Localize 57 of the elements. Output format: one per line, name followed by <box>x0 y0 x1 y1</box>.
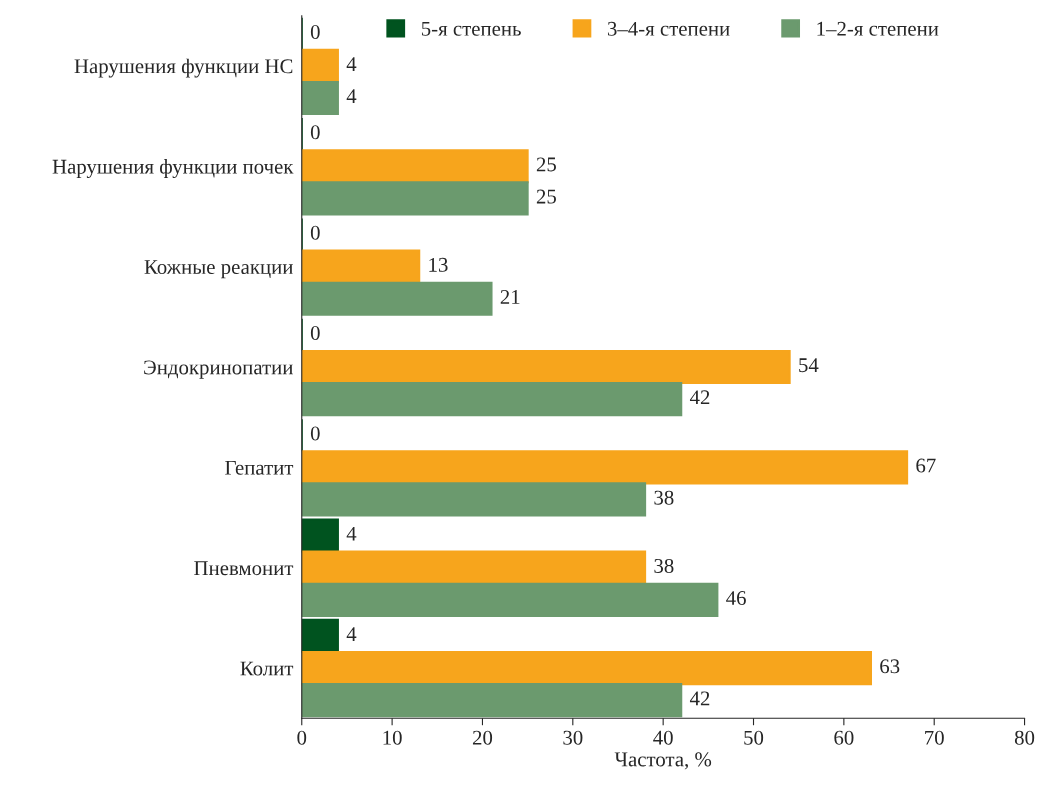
bar <box>301 518 339 553</box>
bar <box>301 80 339 116</box>
x-tick-label: 70 <box>925 730 944 745</box>
legend-label: 3–4-я степени <box>607 21 730 36</box>
bar <box>301 450 909 485</box>
x-tick-label: 80 <box>1014 730 1035 745</box>
data-label: 67 <box>916 458 936 473</box>
bar <box>301 349 791 385</box>
data-label: 54 <box>799 358 819 373</box>
data-label: 38 <box>654 558 674 573</box>
x-tick-label: 10 <box>383 730 402 745</box>
bar <box>301 48 339 83</box>
bar <box>301 382 683 417</box>
legend-label: 5-я степень <box>421 21 521 36</box>
data-label: 25 <box>536 189 556 204</box>
data-label: 4 <box>346 57 357 71</box>
x-tick-label: 40 <box>653 730 673 745</box>
bar <box>301 249 421 284</box>
legend-label: 1–2-я степени <box>817 21 939 36</box>
data-label: 21 <box>500 289 520 304</box>
y-tick-label: Кожные реакции <box>144 260 293 279</box>
data-label: 38 <box>654 490 674 505</box>
data-label: 0 <box>310 125 320 140</box>
x-tick-label: 60 <box>834 730 854 745</box>
x-axis-title: Частота, % <box>614 752 712 770</box>
bar <box>301 281 493 316</box>
data-label: 0 <box>310 426 320 441</box>
data-label: 0 <box>310 24 320 39</box>
y-tick-label: Нарушения функции НС <box>74 58 293 78</box>
data-label: 4 <box>346 89 357 104</box>
x-tick-label: 50 <box>744 730 764 745</box>
bar <box>301 550 647 585</box>
bar <box>301 650 872 686</box>
y-tick-label: Нарушения функции почек <box>52 159 294 178</box>
bar <box>301 482 647 517</box>
data-label: 25 <box>536 157 556 172</box>
data-label: 0 <box>310 225 320 240</box>
y-tick-label: Эндокринопатии <box>144 360 293 379</box>
y-tick-label: Колит <box>240 661 294 676</box>
bar <box>301 181 529 216</box>
data-label: 63 <box>880 659 900 674</box>
bar <box>301 683 683 718</box>
bar <box>301 582 719 617</box>
data-label: 42 <box>689 390 710 405</box>
data-label: 46 <box>726 591 746 606</box>
x-tick-label: 20 <box>472 730 493 745</box>
data-label: 0 <box>310 326 320 341</box>
data-label: 4 <box>346 627 357 641</box>
data-label: 13 <box>429 257 448 272</box>
x-tick-label: 0 <box>297 730 307 745</box>
x-tick-label: 30 <box>563 730 583 745</box>
bar <box>301 618 339 654</box>
y-tick-label: Пневмонит <box>194 561 294 576</box>
y-tick-label: Гепатит <box>225 460 294 475</box>
data-label: 4 <box>346 526 357 541</box>
bar <box>301 149 529 184</box>
data-label: 42 <box>689 691 710 706</box>
